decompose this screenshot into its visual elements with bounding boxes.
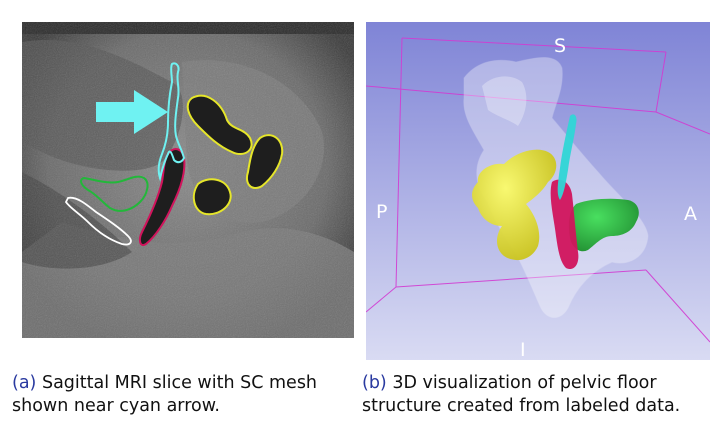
yellow-outline-3 <box>192 178 232 216</box>
mri-noise <box>22 22 354 338</box>
bounding-box <box>366 37 710 343</box>
box-edge-right-top <box>655 51 667 113</box>
magenta-3d-structure <box>550 179 579 270</box>
box-edge-bottom-back <box>395 269 647 288</box>
yellow-3d-structure <box>472 149 557 261</box>
yellow-outline-1 <box>186 94 253 156</box>
mri-slice-image <box>22 22 354 338</box>
3d-visualization-image: S P A I <box>366 22 710 360</box>
cyan-3d-structure <box>557 114 577 200</box>
orientation-label-inferior: I <box>520 339 526 360</box>
cyan-sc-mesh-outline <box>157 62 186 182</box>
caption-b-line1: (b) 3D visualization of pelvic floor <box>362 372 680 395</box>
box-edge-bottom-left <box>366 286 397 313</box>
green-3d-structure <box>568 198 639 252</box>
translucent-body-highlight <box>482 76 527 126</box>
box-edge-mid <box>366 85 657 113</box>
3d-render-drawing: S P A I <box>366 22 710 360</box>
caption-a-line1: (a) Sagittal MRI slice with SC mesh <box>12 372 317 395</box>
box-edge-left <box>395 37 403 288</box>
yellow-outline-2 <box>246 134 284 190</box>
caption-panel-b: (b) 3D visualization of pelvic floor str… <box>362 372 680 418</box>
caption-panel-a: (a) Sagittal MRI slice with SC mesh show… <box>12 372 317 418</box>
cyan-arrow <box>96 90 168 134</box>
caption-a-text1: Sagittal MRI slice with SC mesh <box>41 373 318 393</box>
green-outline <box>80 175 149 212</box>
caption-b-tag: (b) <box>362 373 387 393</box>
box-edge-top-back <box>401 37 667 53</box>
orientation-label-posterior: P <box>376 201 387 223</box>
caption-b-text1: 3D visualization of pelvic floor <box>392 373 657 393</box>
caption-a-line2: shown near cyan arrow. <box>12 396 220 416</box>
caption-b-line2: structure created from labeled data. <box>362 396 681 416</box>
white-outline <box>64 196 132 246</box>
caption-a-tag: (a) <box>12 373 37 393</box>
box-edge-bottom-right <box>645 269 710 343</box>
orientation-label-anterior: A <box>684 203 697 225</box>
mri-slice-drawing <box>22 22 354 338</box>
orientation-label-superior: S <box>554 35 566 57</box>
box-edge-right <box>655 111 710 135</box>
